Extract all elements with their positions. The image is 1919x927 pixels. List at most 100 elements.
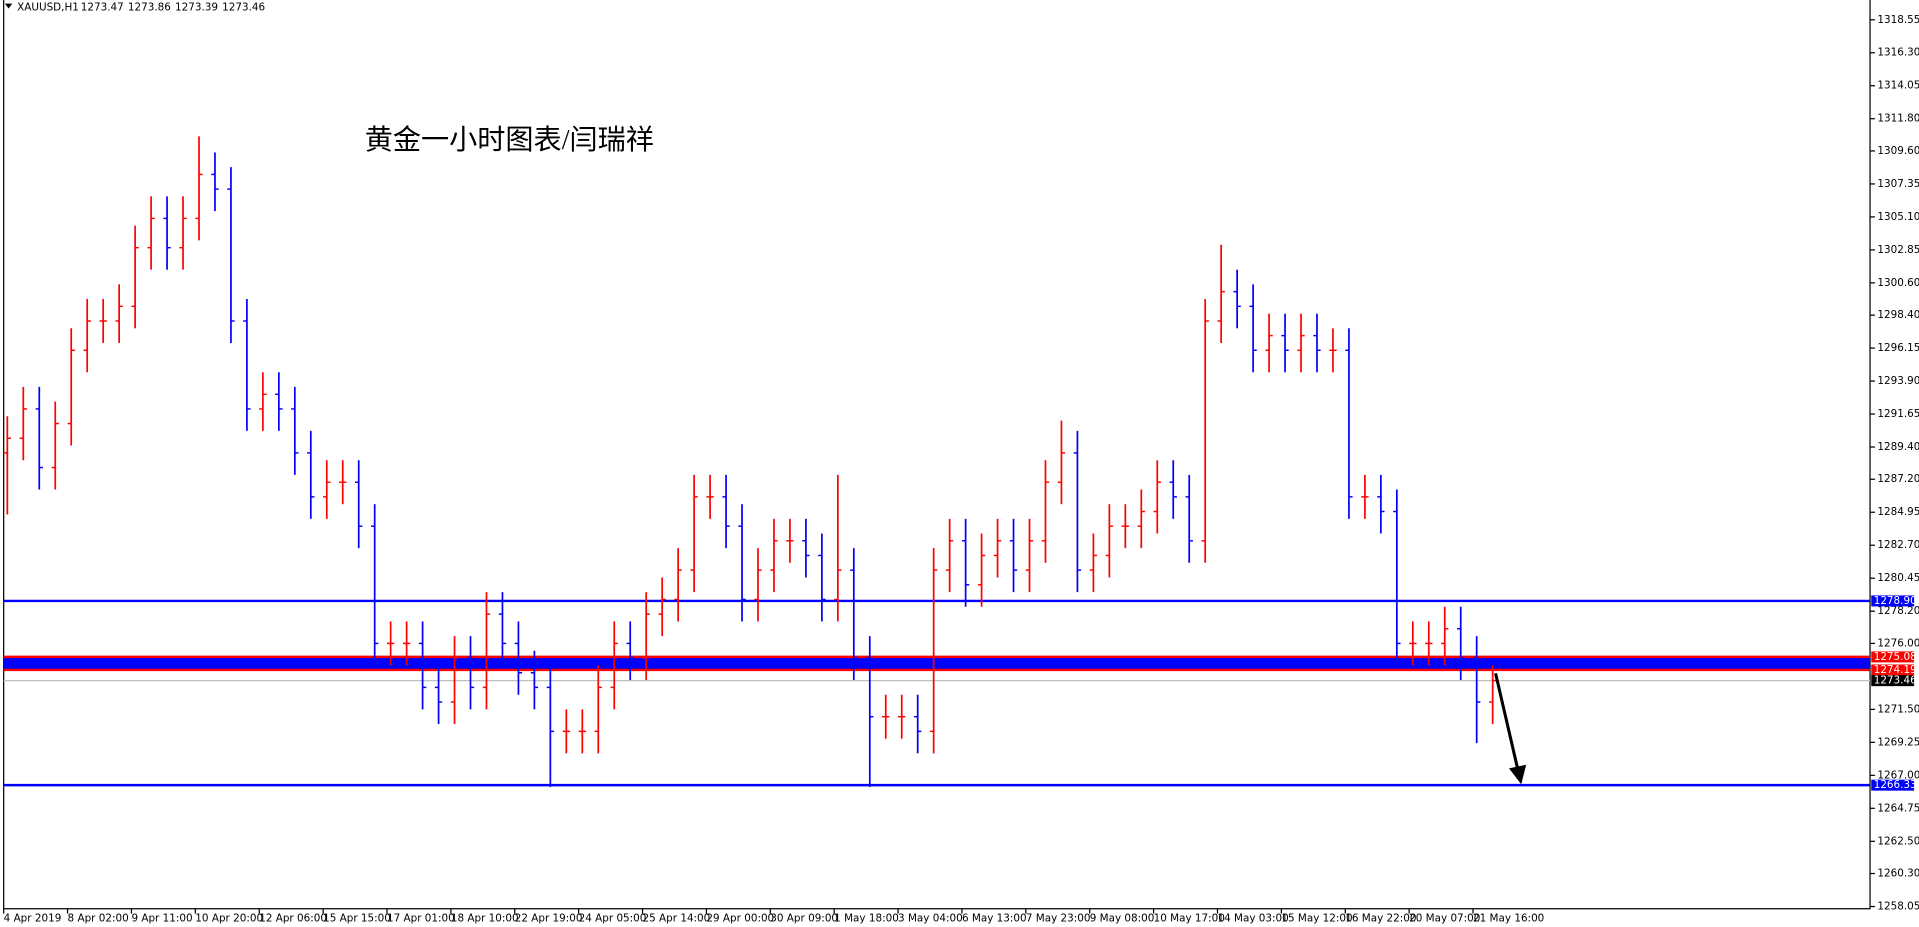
band-fill [3, 656, 1871, 670]
level-label: 1266.33 [1874, 779, 1917, 791]
ohlc-bar [626, 621, 634, 681]
y-tick-label: 1291.65 [1877, 408, 1919, 420]
ohlc-bar [1329, 328, 1337, 373]
ohlc-bar [3, 416, 12, 515]
ohlc-bar [51, 401, 59, 490]
ohlc-bar [482, 592, 491, 710]
ohlc-bar [1105, 504, 1114, 578]
x-tick-label: 8 Apr 02:00 [68, 912, 129, 924]
x-tick-label: 24 Apr 05:00 [579, 912, 647, 924]
ohlc-bar [786, 518, 794, 563]
ohlc-bar [993, 518, 1002, 578]
y-tick-label: 1293.90 [1877, 375, 1919, 387]
ohlc-bar [386, 621, 395, 666]
ohlc-bar [977, 533, 986, 607]
ohlc-bar [738, 504, 746, 622]
ohlc-bar [1377, 474, 1385, 534]
ohlc-bar [1345, 328, 1353, 519]
ohlc-bar [147, 196, 155, 270]
ohlc-bar [898, 694, 906, 739]
ohlc-bar [402, 621, 411, 666]
ohlc-bar [1265, 313, 1273, 373]
ohlc-bar [834, 474, 842, 622]
ohlc-bar [195, 136, 203, 241]
ohlc-bar [1137, 489, 1145, 549]
ohlc-bar [434, 665, 443, 725]
ohlc-bar [1393, 489, 1401, 666]
y-tick-label: 1298.40 [1877, 309, 1919, 321]
ohlc-bar [371, 504, 379, 666]
x-tick-label: 22 Apr 19:00 [515, 912, 583, 924]
forecast-arrow [1494, 672, 1527, 785]
y-tick-label: 1289.40 [1877, 441, 1919, 453]
band-tag [1871, 651, 1915, 663]
y-tick-label: 1278.20 [1877, 605, 1919, 617]
price-label: 1273.46 [1874, 675, 1917, 687]
ohlc-bar [530, 650, 539, 710]
y-tick-label: 1269.25 [1877, 736, 1919, 748]
ohlc-bar [1073, 430, 1082, 593]
ohlc-bar [323, 460, 331, 519]
band-label: 1275.08 [1874, 651, 1917, 663]
ohlc-bar [690, 474, 698, 593]
ohlc-bar [930, 548, 938, 754]
ohlc-bar [1217, 244, 1225, 343]
y-tick-label: 1318.55 [1877, 14, 1919, 26]
ohlc-bar [674, 548, 682, 622]
y-tick-label: 1300.60 [1877, 277, 1919, 289]
ohlc-bar [658, 577, 666, 637]
ohlc-bar [722, 474, 730, 549]
x-tick-label: 29 Apr 00:00 [706, 912, 774, 924]
ohlc-bar [578, 709, 586, 754]
ohlc-bar [131, 225, 139, 329]
ohlc-bar [818, 533, 826, 622]
ohlc-bar [466, 636, 475, 710]
ohlc-bar [99, 298, 107, 343]
ohlc-bar [259, 372, 267, 431]
x-tick-label: 14 May 03:00 [1217, 912, 1288, 924]
ohlc-bar [1089, 533, 1098, 593]
arrow-head [1509, 764, 1527, 785]
y-tick-label: 1311.80 [1877, 113, 1919, 125]
ohlc-bar [163, 196, 171, 270]
ohlc-bar [562, 709, 571, 754]
ohlc-bar [770, 518, 778, 593]
ohlc-bar [945, 518, 954, 593]
ohlc-bar [961, 518, 970, 607]
y-tick-label: 1260.30 [1877, 868, 1919, 880]
x-tick-label: 3 May 04:00 [898, 912, 963, 924]
ohlc-bar [450, 636, 459, 725]
x-tick-label: 7 May 23:00 [1026, 912, 1091, 924]
ohlc-bar [35, 386, 43, 490]
quote-value: 1273.39 [175, 1, 218, 13]
ohlc-bar [642, 592, 650, 681]
y-tick-label: 1314.05 [1877, 80, 1919, 92]
x-tick-label: 17 Apr 01:00 [387, 912, 455, 924]
quote-value: 1273.86 [128, 1, 171, 13]
ohlc-bar [1169, 460, 1177, 519]
x-tick-label: 20 May 07:00 [1409, 912, 1480, 924]
ohlc-bar [211, 152, 219, 212]
ohlc-bar [227, 167, 235, 343]
ohlc-bar [307, 430, 315, 519]
menu-triangle[interactable] [4, 3, 13, 9]
x-tick-label: 4 Apr 2019 [4, 912, 62, 924]
x-tick-label: 10 May 17:00 [1154, 912, 1225, 924]
ohlc-bar [1297, 313, 1305, 373]
y-tick-label: 1284.95 [1877, 506, 1919, 518]
plot-area [3, 136, 1871, 788]
x-tick-label: 15 May 12:00 [1281, 912, 1352, 924]
y-tick-label: 1276.00 [1877, 637, 1919, 649]
band-label: 1274.19 [1874, 664, 1917, 676]
x-tick-label: 9 Apr 11:00 [131, 912, 192, 924]
y-tick-label: 1280.45 [1877, 572, 1919, 584]
ohlc-bar [546, 665, 555, 788]
ohlc-bar [802, 518, 810, 578]
ohlc-bar [1441, 606, 1449, 666]
ohlc-bar [355, 460, 363, 549]
ohlc-bar [914, 694, 922, 754]
ohlc-bar [594, 665, 602, 754]
level-label: 1278.90 [1874, 595, 1917, 607]
ohlc-bar [115, 284, 123, 343]
y-tick-label: 1296.15 [1877, 342, 1919, 354]
